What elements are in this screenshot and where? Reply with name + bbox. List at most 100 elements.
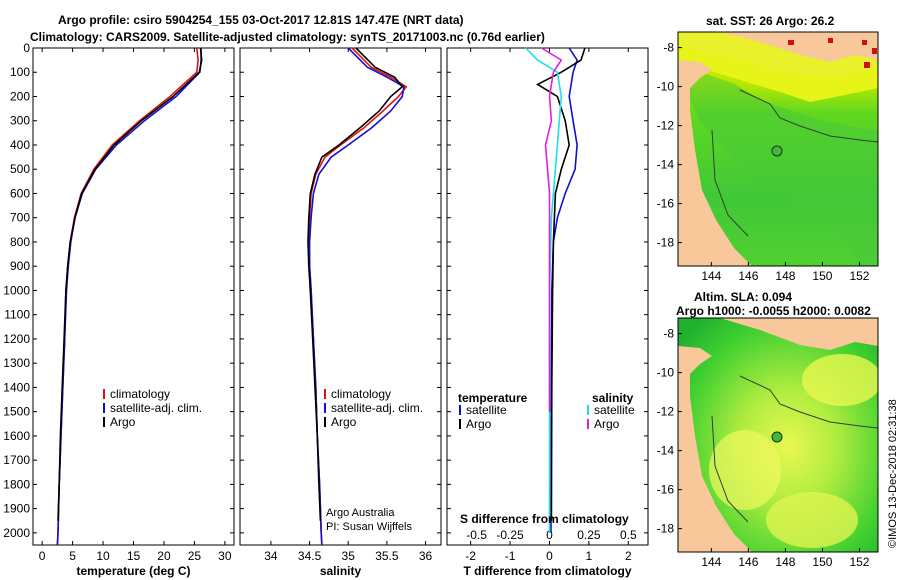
y-tick-label: 900 — [10, 259, 30, 273]
legend-entry: satellite-adj. clim. — [110, 401, 202, 415]
temperature-panel: 0100200300400500600700800900100011001200… — [3, 41, 235, 578]
y-tick-label: 0 — [23, 41, 30, 55]
credit-text: Argo Australia — [326, 507, 395, 519]
x-tick-label: 2 — [625, 549, 632, 563]
land-australia-2 — [678, 346, 752, 552]
y-tick-label: 1500 — [3, 405, 30, 419]
x-tick-label: 1 — [586, 549, 593, 563]
x-tick-label: -1 — [505, 549, 516, 563]
sst-map-title: sat. SST: 26 Argo: 26.2 — [706, 14, 835, 28]
map-x-tick-label: 144 — [701, 269, 721, 283]
map-y-tick-label: -12 — [657, 119, 675, 133]
legend-entry: Argo — [110, 415, 136, 429]
y-tick-label: 300 — [10, 114, 30, 128]
x-tick-label: 34.5 — [298, 549, 322, 563]
x-tick-label: 15 — [127, 549, 141, 563]
map-y-tick-label: -12 — [657, 405, 675, 419]
figure-title-line1: Argo profile: csiro 5904254_155 03-Oct-2… — [58, 13, 464, 27]
figure-title-line2: Climatology: CARS2009. Satellite-adjuste… — [30, 30, 545, 44]
x-tick-label: 35.5 — [375, 549, 399, 563]
y-tick-label: 500 — [10, 162, 30, 176]
map-y-tick-label: -14 — [657, 444, 675, 458]
y-tick-label: 1000 — [3, 283, 30, 297]
imos-stamp: ©IMOS 13-Dec-2018 02:31:38 — [887, 399, 899, 548]
plot-frame — [446, 47, 649, 546]
legend-entry: satellite — [466, 403, 507, 417]
y-tick-label: 600 — [10, 186, 30, 200]
series-line-climatology — [56, 47, 199, 546]
map-y-tick-label: -10 — [657, 80, 675, 94]
argo-location-marker — [771, 145, 783, 157]
x-tick-label: 34 — [264, 549, 278, 563]
land-australia — [678, 60, 752, 266]
x-axis-label: salinity — [320, 564, 362, 578]
x-axis-label: T difference from climatology — [463, 564, 631, 578]
series-line-argo — [57, 47, 203, 521]
map-x-tick-label: 150 — [812, 555, 832, 569]
map-x-tick-label: 146 — [738, 269, 758, 283]
y-tick-label: 1100 — [4, 308, 30, 322]
map-y-tick-label: -8 — [663, 41, 674, 55]
map-x-tick-label: 150 — [812, 269, 832, 283]
legend-entry: satellite — [594, 403, 635, 417]
difference-panel: -2 -1 0 1 2T difference from climatology -0.5… — [446, 47, 649, 578]
y-tick-label: 400 — [10, 138, 30, 152]
y-tick-label: 1900 — [3, 502, 30, 516]
s-tick-label: 0.25 — [577, 528, 601, 542]
map-y-tick-label: -10 — [657, 366, 675, 380]
y-tick-label: 1600 — [3, 429, 30, 443]
map-y-tick-label: -18 — [657, 236, 675, 250]
map-y-tick-label: -8 — [663, 327, 674, 341]
alt-map-title: Altim. SLA: 0.094 — [694, 290, 792, 304]
plot-frame — [239, 47, 442, 546]
legend-entry: climatology — [110, 387, 170, 401]
legend-temperature-title: temperature — [458, 391, 528, 405]
alt-map-subtitle: Argo h1000: -0.0055 h2000: 0.0082 — [676, 304, 871, 318]
y-tick-label: 800 — [10, 235, 30, 249]
y-tick-label: 700 — [10, 211, 30, 225]
pi-text: PI: Susan Wijffels — [326, 521, 412, 533]
series-line-t-argo — [535, 47, 586, 521]
s-tick-label: 0 — [546, 528, 553, 542]
series-line-satellite-adj-clim- — [308, 47, 405, 546]
s-tick-label: 0.5 — [620, 528, 637, 542]
map-x-tick-label: 146 — [738, 555, 758, 569]
map-y-tick-label: -18 — [657, 522, 675, 536]
x-tick-label: 36 — [419, 549, 433, 563]
series-line-climatology — [307, 47, 408, 546]
land-png-2 — [678, 318, 878, 350]
altimetry-map: Altim. SLA: 0.094 Argo h1000: -0.0055 h2… — [657, 290, 879, 569]
s-diff-label: S difference from climatology — [460, 512, 629, 526]
s-tick-label: -0.5 — [466, 528, 487, 542]
x-tick-label: 0 — [546, 549, 553, 563]
map-y-tick-label: -16 — [657, 197, 675, 211]
map-x-tick-label: 152 — [849, 269, 869, 283]
legend-entry: Argo — [331, 415, 357, 429]
y-tick-label: 1700 — [3, 453, 30, 467]
y-tick-label: 1200 — [3, 332, 30, 346]
x-tick-label: -2 — [465, 549, 476, 563]
legend-entry: Argo — [594, 417, 620, 431]
x-tick-label: 20 — [157, 549, 171, 563]
map-x-tick-label: 152 — [849, 555, 869, 569]
series-line-t-satellite — [550, 47, 578, 533]
x-tick-label: 5 — [69, 549, 76, 563]
y-tick-label: 1800 — [3, 477, 30, 491]
argo-location-marker-2 — [771, 431, 783, 443]
y-tick-label: 1400 — [3, 380, 30, 394]
map-y-tick-label: -16 — [657, 483, 675, 497]
legend-entry: Argo — [466, 417, 492, 431]
x-tick-label: 10 — [96, 549, 110, 563]
map-x-tick-label: 148 — [775, 555, 795, 569]
plot-frame — [32, 47, 235, 546]
sst-map: sat. SST: 26 Argo: 26.2 144 146 148 150 152 -… — [657, 14, 879, 283]
x-axis-label: temperature (deg C) — [76, 564, 190, 578]
salinity-panel: 34 34.5 35 35.5 36 salinity climatologysatelli… — [239, 47, 442, 578]
map-y-tick-label: -14 — [657, 158, 675, 172]
series-line-satellite-adj-clim- — [56, 48, 202, 546]
legend-entry: climatology — [331, 387, 391, 401]
x-tick-label: 25 — [188, 549, 202, 563]
x-tick-label: 35 — [342, 549, 356, 563]
y-tick-label: 100 — [10, 65, 30, 79]
